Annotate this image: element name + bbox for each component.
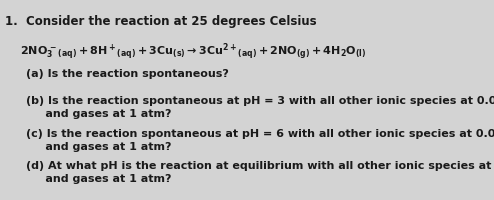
Text: (a) Is the reaction spontaneous?: (a) Is the reaction spontaneous?: [26, 69, 228, 79]
Text: (b) Is the reaction spontaneous at pH = 3 with all other ionic species at 0.01 M: (b) Is the reaction spontaneous at pH = …: [26, 96, 494, 119]
Text: 1.  Consider the reaction at 25 degrees Celsius: 1. Consider the reaction at 25 degrees C…: [5, 15, 317, 28]
Text: (c) Is the reaction spontaneous at pH = 6 with all other ionic species at 0.01 M: (c) Is the reaction spontaneous at pH = …: [26, 129, 494, 152]
Text: (d) At what pH is the reaction at equilibrium with all other ionic species at 0.: (d) At what pH is the reaction at equili…: [26, 161, 494, 184]
Text: $\mathregular{2NO_3^{\,-}{}_{(aq)} + 8H^+{}_{(aq)} + 3Cu_{(s)} \rightarrow 3Cu^{: $\mathregular{2NO_3^{\,-}{}_{(aq)} + 8H^…: [20, 41, 366, 62]
